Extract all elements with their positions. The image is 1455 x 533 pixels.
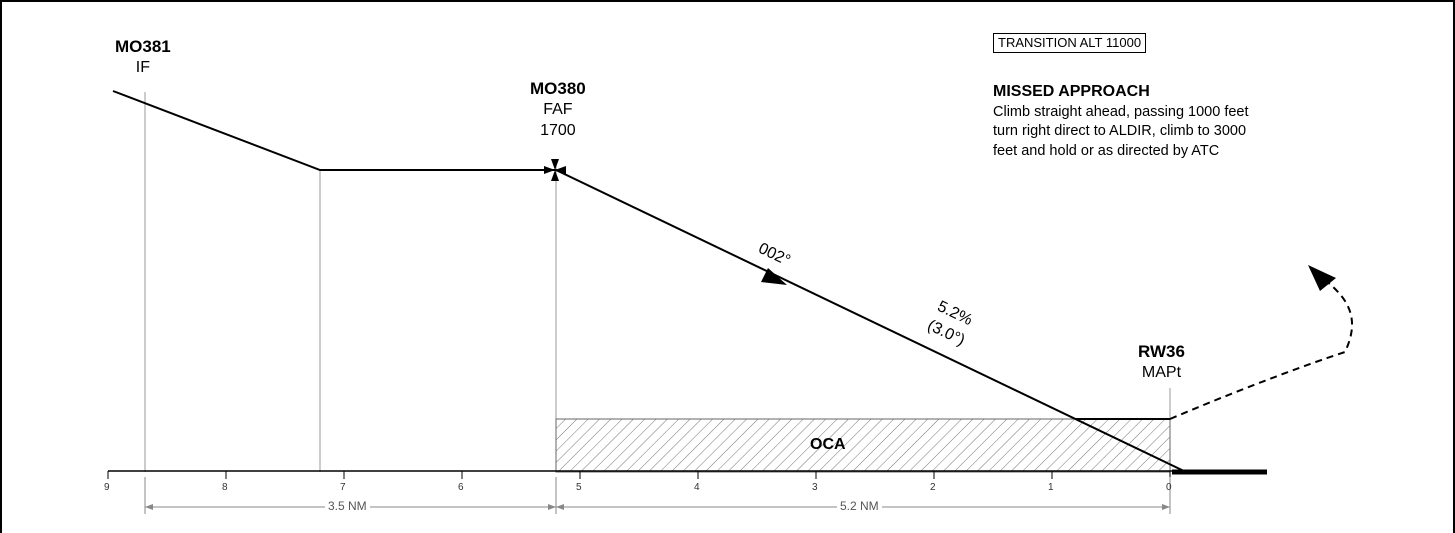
axis-ticks [107,471,1171,479]
oca-area [555,418,1171,473]
mapt-fix-role: MAPt [1141,364,1182,381]
distance-3-5nm-label: 3.5 NM [325,499,370,513]
oca-label: OCA [810,436,846,453]
tick-label-8: 8 [222,482,228,493]
tick-label-4: 4 [694,482,700,493]
missed-approach-path [1169,279,1354,420]
tick-label-9: 9 [104,482,110,493]
dim-arrow-right-a [548,504,556,510]
tick-label-1: 1 [1048,482,1054,493]
missed-approach-line-2: turn right direct to ALDIR, climb to 300… [993,123,1247,139]
faf-fix-id: MO380 [530,79,586,98]
if-fix-label: MO381 IF [115,36,171,78]
dim-arrow-left-b [556,504,564,510]
if-fix-id: MO381 [115,37,171,56]
missed-approach-title: MISSED APPROACH [993,83,1150,100]
missed-approach-line-3: feet and hold or as directed by ATC [993,142,1220,159]
missed-approach-block: MISSED APPROACH Climb straight ahead, pa… [993,82,1333,161]
faf-altitude: 1700 [540,122,576,139]
missed-approach-arrow-icon [1308,265,1336,291]
approach-profile-line [112,90,1187,473]
frame-left-border [0,0,2,533]
course-arrow-icon [761,268,787,285]
tick-label-2: 2 [930,482,936,493]
if-fix-role: IF [135,59,150,76]
mapt-fix-id: RW36 [1138,342,1185,361]
tick-label-0: 0 [1166,482,1172,493]
frame-top-border [0,0,1455,2]
tick-label-7: 7 [340,482,346,493]
dim-arrow-right-b [1162,504,1170,510]
dim-arrow-left-a [145,504,153,510]
frame-right-border [1453,0,1455,533]
tick-label-3: 3 [812,482,818,493]
missed-approach-line-1: Climb straight ahead, passing 1000 feet [993,103,1249,120]
tick-label-6: 6 [458,482,464,493]
faf-fix-label: MO380 FAF 1700 [530,78,586,141]
faf-fix-role: FAF [543,101,573,118]
transition-altitude-box: TRANSITION ALT 11000 [993,33,1147,53]
faf-cross-icon [544,159,566,181]
mapt-fix-label: RW36 MAPt [1138,341,1185,383]
distance-5-2nm-label: 5.2 NM [837,499,882,513]
tick-label-5: 5 [576,482,582,493]
